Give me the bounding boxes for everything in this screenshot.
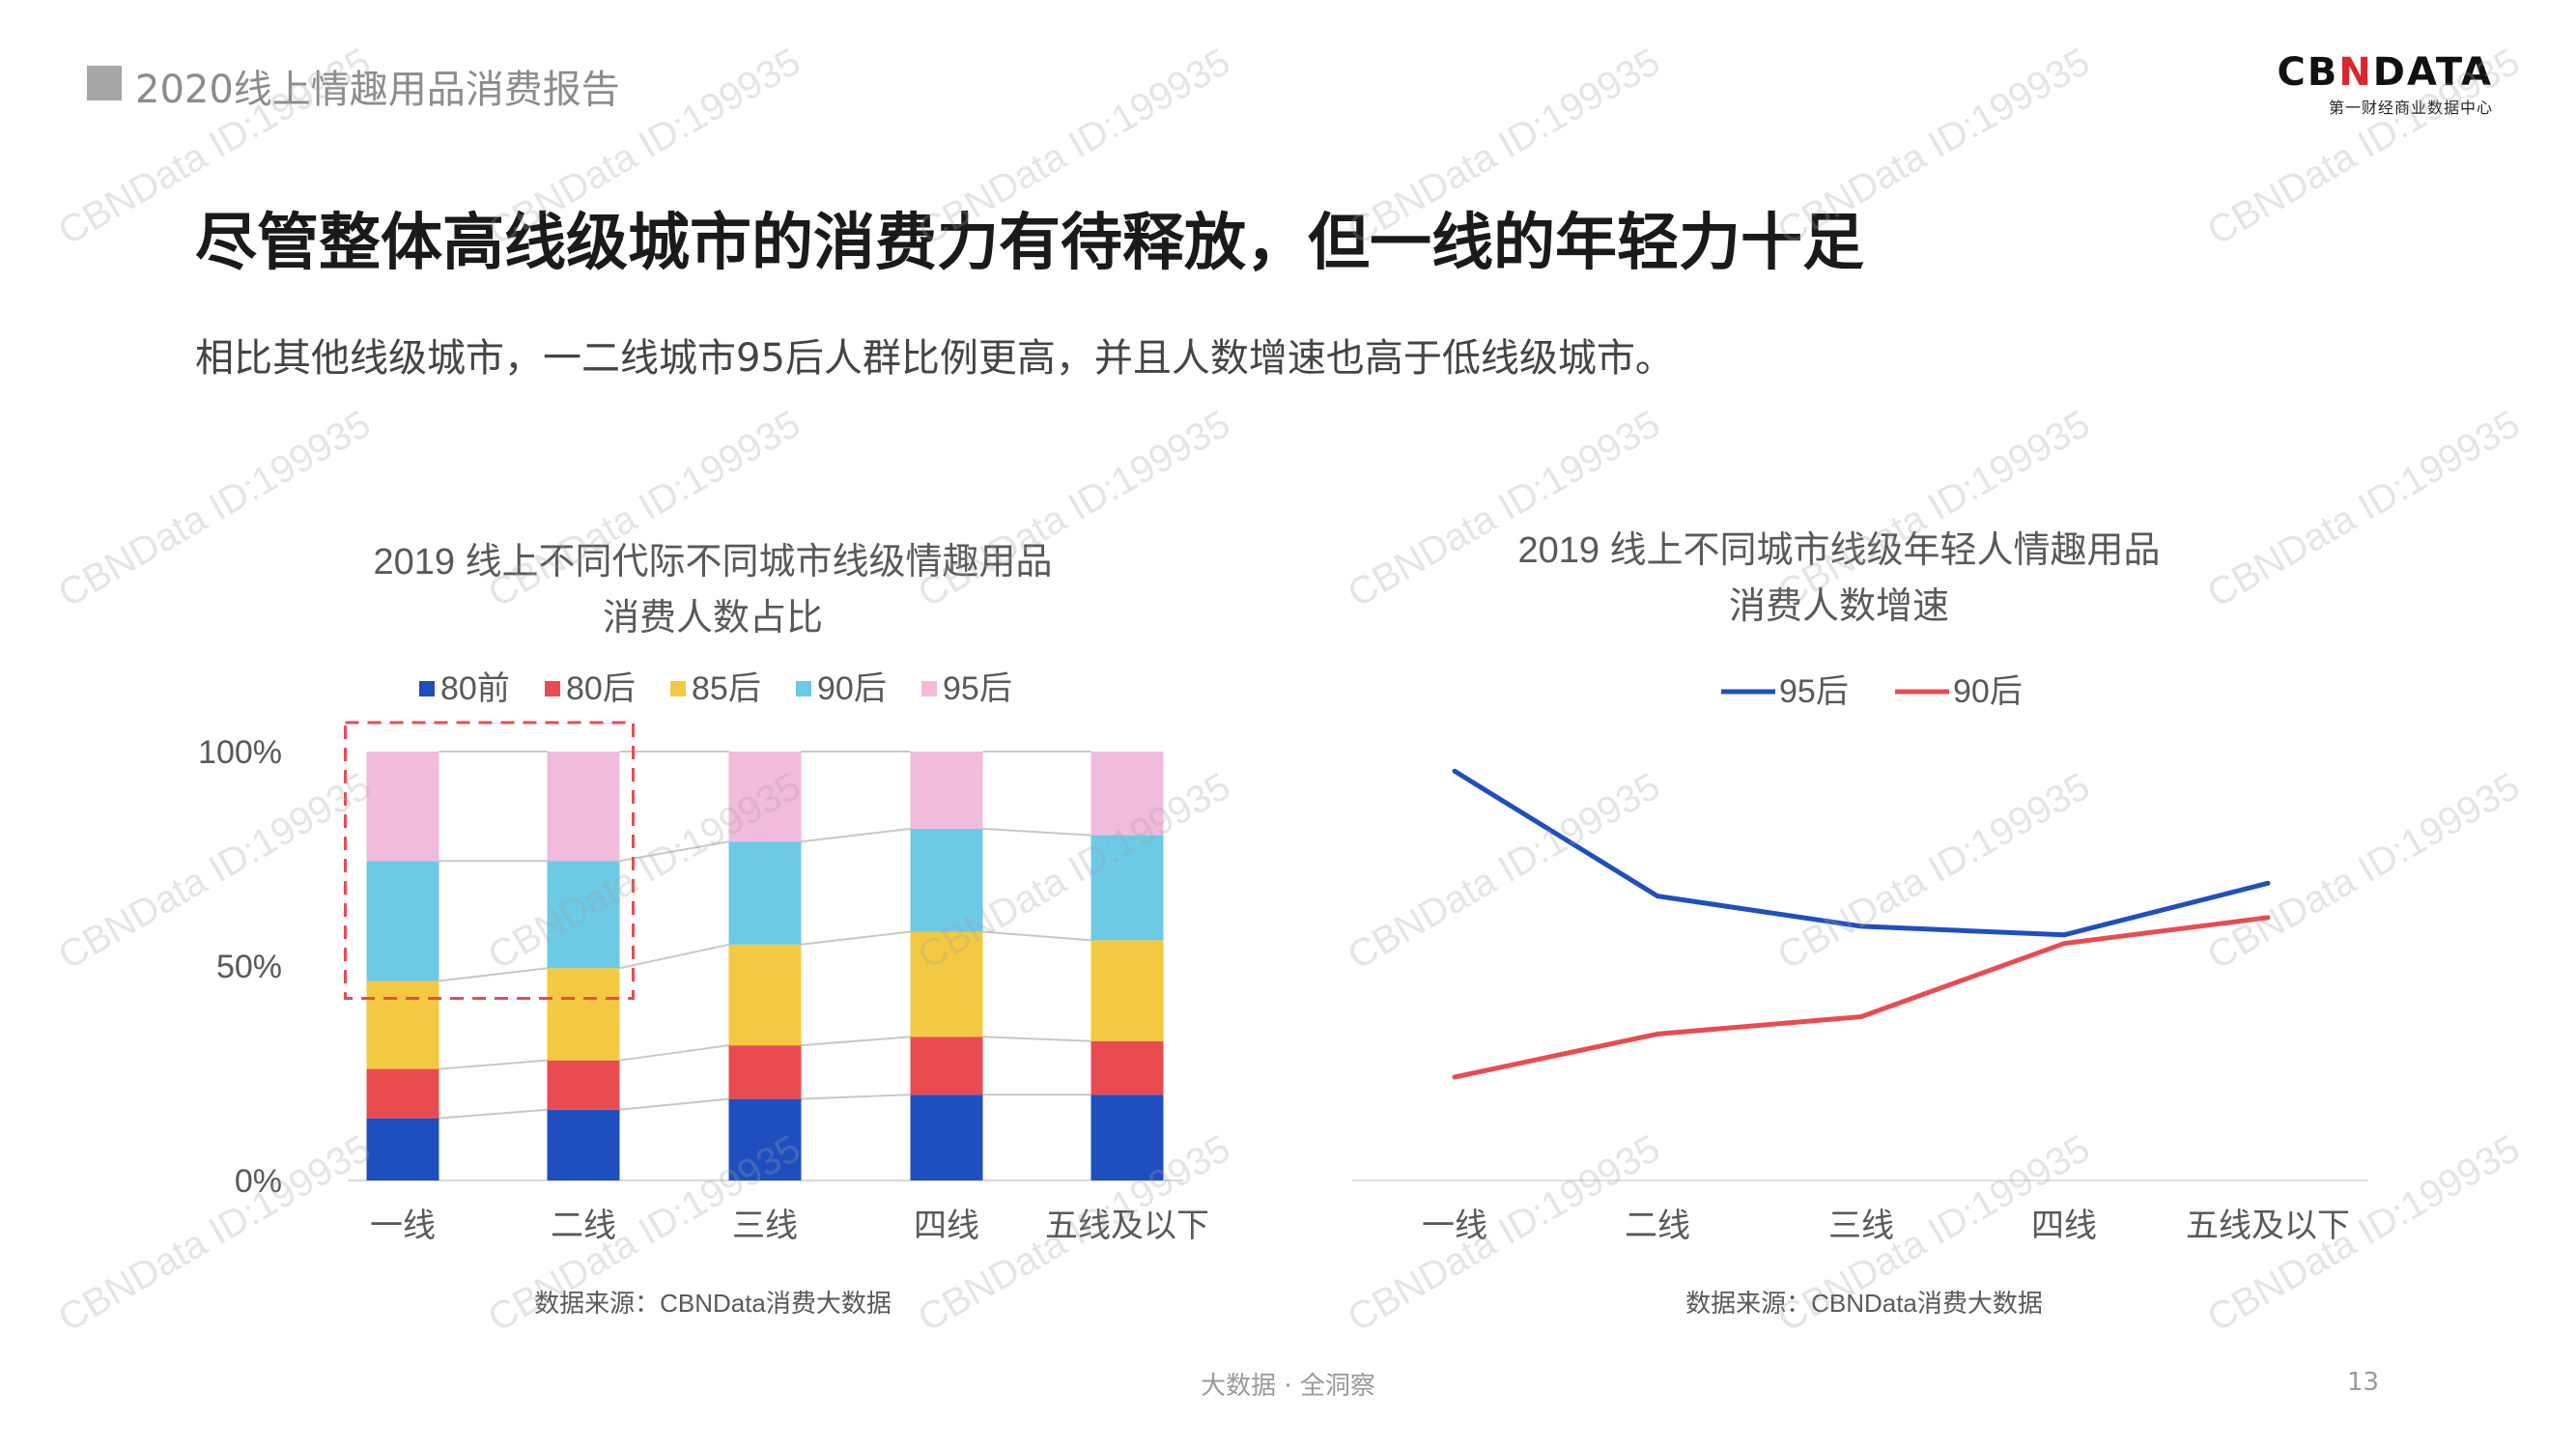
chart1-bar-segment	[1090, 1094, 1164, 1180]
chart1-x-tick-label: 一线	[370, 1208, 436, 1244]
chart1-bar-segment	[910, 1094, 983, 1180]
chart1-bar-segment	[366, 752, 439, 862]
chart2-x-tick-label: 四线	[2031, 1208, 2097, 1244]
logo-wordmark: CBNDATA	[2277, 50, 2493, 95]
chart2-series-line	[1452, 768, 2271, 938]
chart1-bar-segment	[728, 944, 802, 1046]
chart1-legend-swatch	[796, 681, 811, 696]
chart1-title: 消费人数占比	[603, 598, 823, 639]
chart1-highlight-box	[344, 721, 635, 1001]
footer-slogan: 大数据 · 全洞察	[1201, 1372, 1375, 1401]
chart1-bar-segment	[728, 1045, 802, 1099]
chart1-legend-label: 80前	[440, 670, 510, 707]
chart1-series-line	[982, 827, 1091, 837]
chart1-series-line	[801, 1094, 911, 1100]
chart1-series-line	[619, 943, 729, 970]
page-title: 尽管整体高线级城市的消费力有待释放，但一线的年轻力十足	[195, 208, 1864, 279]
chart1-bar-segment	[728, 1098, 802, 1180]
chart1-y-tick-label: 50%	[216, 949, 282, 985]
chart2-x-tick-label: 二线	[1625, 1208, 1690, 1244]
chart1-bar-segment	[728, 752, 802, 842]
chart1-bar-segment	[547, 968, 620, 1061]
chart1-x-tick-label: 五线及以下	[1045, 1208, 1209, 1244]
chart1-legend-swatch	[921, 681, 937, 696]
chart1-bar-segment	[1090, 752, 1164, 836]
chart1-legend-swatch	[545, 681, 560, 696]
chart1-legend-swatch	[419, 681, 435, 696]
chart2-title: 2019 线上不同城市线级年轻人情趣用品	[1517, 530, 2160, 571]
chart1-bar-segment	[910, 1037, 983, 1095]
report-title: 2020线上情趣用品消费报告	[135, 68, 620, 112]
chart1-bar-segment	[910, 752, 983, 829]
chart1-series-line	[619, 1097, 729, 1111]
chart1-source-note: 数据来源：CBNData消费大数据	[534, 1289, 892, 1318]
chart1-series-line	[439, 1059, 548, 1070]
page-subtitle: 相比其他线级城市，一二线城市95后人群比例更高，并且人数增速也高于低线级城市。	[195, 336, 1674, 381]
chart1-legend-label: 90后	[817, 670, 887, 707]
chart1-series-line	[801, 1036, 911, 1047]
chart2-x-tick-label: 五线及以下	[2186, 1208, 2350, 1244]
chart2-source-note: 数据来源：CBNData消费大数据	[1685, 1289, 2043, 1318]
chart1-x-tick-label: 三线	[732, 1208, 798, 1244]
chart1-bar-segment	[1090, 835, 1164, 941]
chart1-series-line	[439, 1108, 548, 1120]
chart1-bar-segment	[547, 1060, 620, 1110]
chart1-x-tick-label: 二线	[551, 1208, 616, 1244]
chart2-title: 消费人数增速	[1729, 586, 1949, 627]
chart2-x-tick-label: 一线	[1422, 1208, 1487, 1244]
chart1-series-line	[439, 967, 548, 982]
header-square-marker	[87, 66, 122, 100]
chart1-legend-label: 95后	[943, 670, 1012, 707]
chart1-series-line	[619, 1044, 729, 1062]
logo-tagline: 第一财经商业数据中心	[2328, 99, 2493, 117]
chart1-legend-label: 85后	[692, 670, 761, 707]
chart1-bar-segment	[366, 1068, 439, 1119]
chart1-bar-segment	[547, 1109, 620, 1180]
chart1-x-tick-label: 四线	[914, 1208, 979, 1244]
chart1-series-line	[801, 827, 911, 843]
chart1-bar-segment	[547, 861, 620, 969]
page-number: 13	[2347, 1368, 2380, 1397]
chart1-bar-segment	[910, 931, 983, 1037]
chart1-series-line	[619, 840, 729, 863]
chart1-series-line	[982, 930, 1091, 942]
chart1-bar-segment	[1090, 940, 1164, 1041]
chart1-y-tick-label: 100%	[198, 734, 282, 771]
cbndata-logo: CBNDATA 第一财经商业数据中心	[2277, 50, 2493, 118]
chart1-title: 2019 线上不同代际不同城市线级情趣用品	[373, 542, 1052, 582]
chart1-bar-segment	[366, 980, 439, 1069]
chart2-legend-label: 95后	[1779, 673, 1849, 710]
chart2-x-tick-label: 三线	[1828, 1208, 1894, 1244]
chart1-series-line	[982, 1036, 1091, 1042]
chart1-bar-segment	[728, 841, 802, 945]
chart1-y-tick-label: 0%	[235, 1163, 282, 1200]
chart1-legend-swatch	[670, 681, 686, 696]
chart1-bar-segment	[1090, 1040, 1164, 1095]
chart2-legend-label: 90后	[1953, 673, 2023, 710]
chart1-bar-segment	[547, 752, 620, 862]
chart2-series-line	[1452, 915, 2271, 1080]
chart1-series-line	[801, 930, 911, 946]
chart1-bar-segment	[366, 861, 439, 981]
chart1-legend-label: 80后	[566, 670, 636, 707]
chart1-bar-segment	[910, 828, 983, 932]
chart1-bar-segment	[366, 1118, 439, 1180]
